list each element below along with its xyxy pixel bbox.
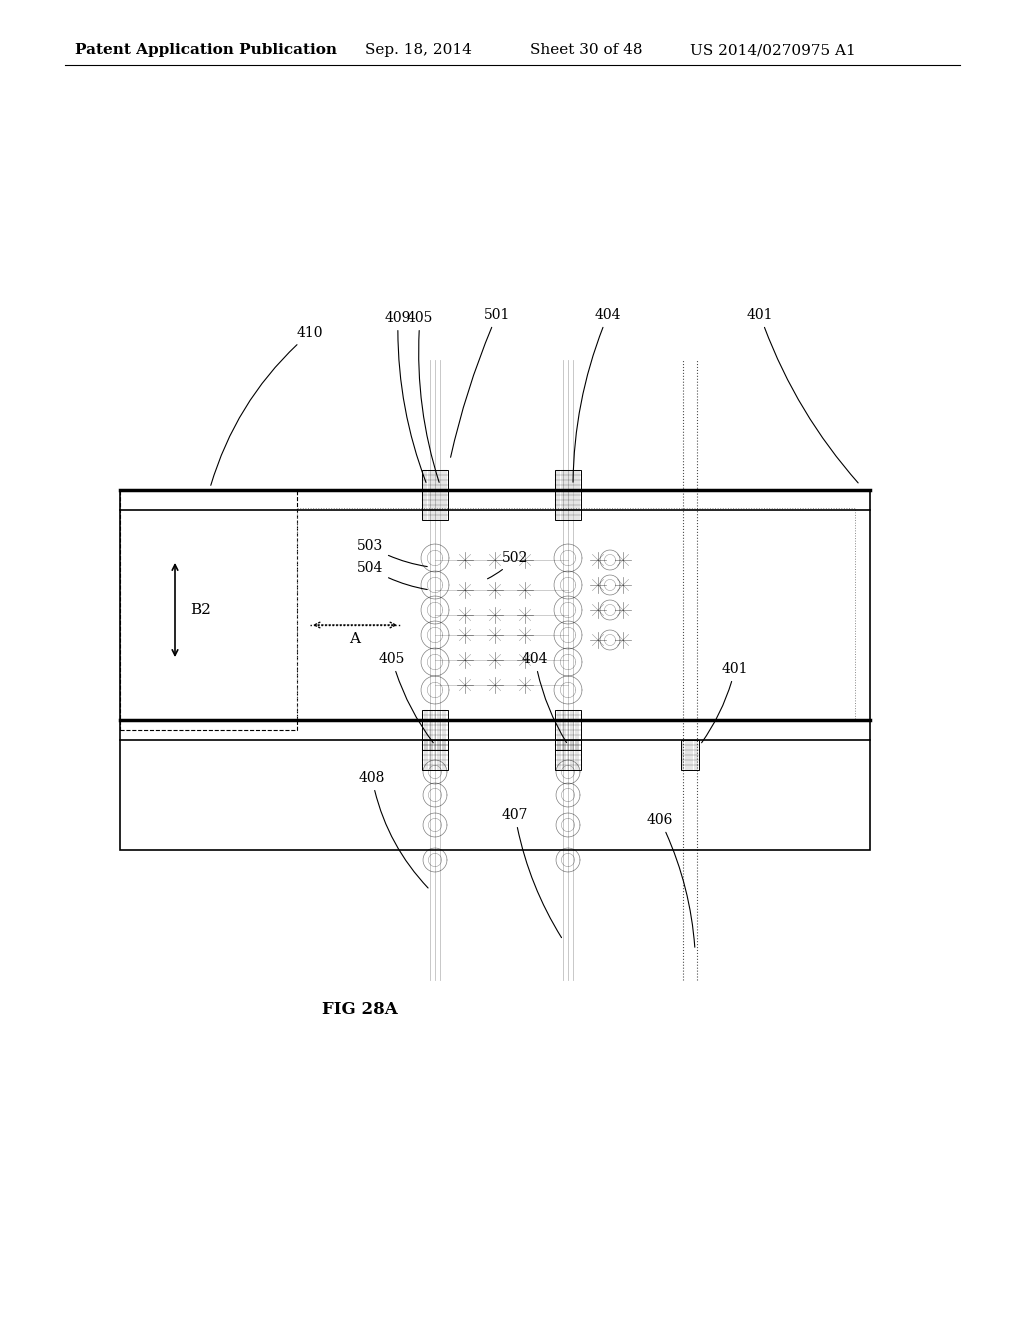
Text: 404: 404 — [573, 308, 622, 482]
Text: 408: 408 — [358, 771, 428, 888]
Text: A: A — [349, 632, 360, 645]
Text: Sep. 18, 2014: Sep. 18, 2014 — [365, 44, 472, 57]
Text: 503: 503 — [357, 539, 427, 566]
Text: 401: 401 — [701, 663, 749, 743]
Text: 504: 504 — [356, 561, 427, 590]
Text: Patent Application Publication: Patent Application Publication — [75, 44, 337, 57]
Text: 502: 502 — [487, 550, 528, 578]
Text: 405: 405 — [407, 312, 439, 482]
Text: 405: 405 — [379, 652, 433, 743]
Text: 410: 410 — [211, 326, 324, 486]
Text: Sheet 30 of 48: Sheet 30 of 48 — [530, 44, 642, 57]
Text: 407: 407 — [502, 808, 561, 937]
Text: 401: 401 — [746, 308, 858, 483]
Text: 406: 406 — [647, 813, 695, 948]
Text: 501: 501 — [451, 308, 510, 457]
Text: 409: 409 — [385, 312, 426, 482]
Text: US 2014/0270975 A1: US 2014/0270975 A1 — [690, 44, 856, 57]
Text: FIG 28A: FIG 28A — [323, 1002, 398, 1019]
Text: 404: 404 — [522, 652, 566, 743]
Text: B2: B2 — [190, 603, 211, 616]
